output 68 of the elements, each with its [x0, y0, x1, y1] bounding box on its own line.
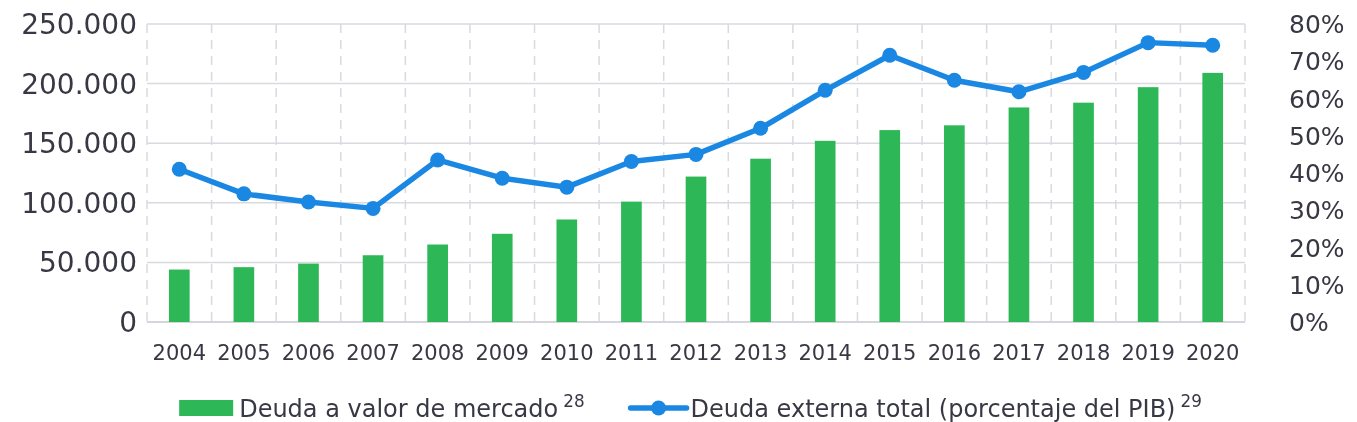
bar — [750, 158, 771, 322]
x-tick-label: 2004 — [152, 341, 207, 365]
point — [430, 152, 446, 168]
point — [817, 82, 833, 98]
point — [946, 72, 962, 88]
y2-tick-label: 40% — [1289, 159, 1345, 188]
point — [300, 194, 316, 210]
legend-label: Deuda a valor de mercado$^{28}$ — [239, 390, 585, 422]
bar — [1137, 87, 1159, 322]
point — [236, 186, 252, 202]
bar — [944, 125, 965, 322]
x-tick-label: 2016 — [927, 341, 982, 365]
bar — [168, 269, 190, 322]
bar — [685, 176, 707, 322]
point — [1205, 37, 1221, 53]
point — [753, 120, 769, 136]
x-tick-label: 2010 — [540, 341, 594, 365]
y-tick-label: 200.000 — [21, 67, 137, 101]
bar — [233, 267, 255, 322]
point — [365, 200, 381, 216]
bar — [879, 130, 901, 322]
y-tick-label: 100.000 — [21, 186, 137, 220]
x-tick-label: 2018 — [1056, 341, 1111, 365]
y2-tick-label: 30% — [1289, 196, 1345, 226]
y2-tick-label: 20% — [1289, 233, 1345, 263]
x-tick-label: 2007 — [346, 341, 400, 365]
y2-tick-label: 0% — [1289, 308, 1329, 337]
x-tick-label: 2020 — [1185, 341, 1240, 365]
point — [688, 146, 704, 162]
x-tick-label: 2009 — [475, 341, 529, 365]
y-tick-label: 150.000 — [21, 127, 137, 161]
bar — [362, 255, 384, 322]
bar — [621, 201, 642, 322]
bar — [814, 140, 836, 322]
y2-tick-label: 70% — [1289, 47, 1345, 77]
x-tick-label: 2017 — [992, 341, 1046, 365]
x-tick-label: 2014 — [798, 341, 852, 365]
y2-tick-label: 60% — [1289, 84, 1345, 114]
point — [1011, 84, 1027, 100]
bar — [491, 233, 513, 322]
point — [882, 47, 898, 63]
point — [171, 161, 187, 177]
legend-label: Deuda externa total (porcentaje del PIB)$^{29}$ — [690, 390, 1202, 422]
point — [623, 153, 639, 169]
bar — [1073, 102, 1094, 322]
x-tick-label: 2015 — [863, 341, 917, 365]
y-tick-label: 0 — [119, 306, 137, 340]
point — [494, 170, 510, 186]
y2-tick-label: 10% — [1289, 270, 1345, 300]
x-tick-label: 2005 — [217, 341, 271, 365]
y-tick-label: 50.000 — [39, 246, 137, 280]
bar — [298, 263, 319, 322]
y2-tick-label: 50% — [1289, 121, 1345, 151]
point — [559, 179, 575, 195]
x-tick-label: 2006 — [281, 341, 336, 365]
x-tick-label: 2011 — [604, 341, 659, 365]
y-tick-label: 250.000 — [21, 8, 137, 42]
y2-tick-label: 80% — [1289, 10, 1345, 39]
point — [1140, 35, 1156, 51]
x-tick-label: 2019 — [1121, 341, 1175, 365]
bar — [1202, 72, 1224, 322]
point — [1076, 64, 1092, 80]
x-tick-label: 2013 — [733, 341, 788, 365]
bar — [427, 244, 448, 322]
x-tick-label: 2012 — [669, 341, 723, 365]
x-tick-label: 2008 — [410, 341, 465, 365]
bar — [1008, 107, 1030, 322]
bar — [556, 219, 578, 322]
